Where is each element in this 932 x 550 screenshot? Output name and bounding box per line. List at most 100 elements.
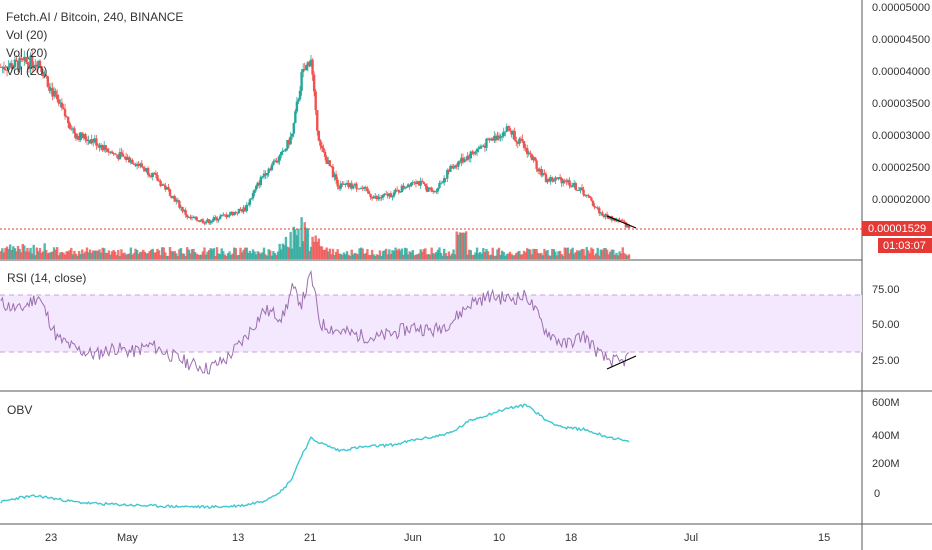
candle-body — [211, 220, 214, 223]
volume-bar — [159, 255, 162, 259]
candle-body — [516, 141, 519, 144]
candle-body — [510, 130, 513, 135]
volume-bar — [203, 247, 206, 259]
price-tick: 0.00003500 — [872, 98, 930, 110]
volume-bar — [577, 251, 581, 259]
volume-bar — [52, 247, 56, 259]
volume-bar — [281, 243, 284, 259]
candle-body — [81, 132, 84, 138]
volume-bar — [551, 248, 554, 259]
candle-body — [85, 139, 89, 141]
candle-body — [323, 151, 327, 157]
volume-bar — [132, 253, 136, 259]
candle-body — [447, 169, 451, 172]
price-trendline[interactable] — [606, 215, 637, 229]
rsi-title[interactable]: RSI (14, close) — [7, 271, 86, 285]
volume-bar — [226, 253, 230, 259]
obv-title[interactable]: OBV — [7, 403, 32, 417]
indicator-label-vol-3[interactable]: Vol (20) — [6, 64, 47, 78]
candle-body — [474, 151, 477, 154]
candle-body — [532, 157, 535, 160]
candle-body — [29, 55, 32, 69]
candle-body — [566, 180, 570, 183]
price-tick: 0.00002000 — [872, 194, 930, 206]
volume-bar — [200, 254, 203, 259]
volume-bar — [261, 252, 264, 259]
volume-bar — [228, 251, 231, 259]
volume-bar — [19, 252, 23, 259]
candle-body — [325, 156, 328, 164]
candle-body — [2, 66, 6, 70]
candle-body — [392, 192, 396, 197]
candle-body — [234, 211, 237, 213]
rsi-trendline[interactable] — [606, 355, 637, 370]
volume-bar — [90, 252, 93, 259]
candle-body — [236, 212, 239, 214]
candle-body — [62, 107, 65, 110]
indicator-label-vol-2[interactable]: Vol (20) — [6, 46, 47, 60]
volume-bar — [587, 250, 590, 259]
candle-body — [90, 139, 93, 144]
volume-bar — [432, 253, 435, 259]
time-label: 21 — [304, 532, 316, 544]
candle-body — [245, 204, 248, 212]
candle-body — [543, 173, 546, 175]
candle-body — [446, 169, 449, 179]
volume-bar — [250, 253, 253, 259]
candle-body — [389, 193, 393, 198]
price-axis[interactable]: 0.00005000 0.00004500 0.00004000 0.00003… — [872, 2, 930, 206]
candle-body — [214, 217, 217, 218]
candle-body — [218, 216, 222, 220]
volume-bar — [320, 246, 324, 259]
volume-bar — [184, 255, 187, 259]
volume-bar — [449, 255, 452, 259]
candle-body — [453, 165, 457, 168]
candle-body — [491, 138, 494, 141]
candle-body — [207, 219, 211, 224]
candle-body — [427, 187, 430, 192]
candle-body — [499, 136, 502, 139]
volume-bar — [612, 249, 615, 259]
volume-bar — [41, 251, 45, 259]
volume-bar — [7, 248, 10, 259]
candle-body — [248, 199, 252, 205]
candle-body — [378, 197, 382, 199]
candle-body — [99, 145, 103, 148]
candle-body — [233, 211, 236, 216]
candle-body — [413, 182, 416, 184]
volume-bar — [411, 250, 415, 259]
candle-body — [536, 168, 540, 172]
candle-body — [560, 178, 563, 184]
volume-bar — [77, 251, 81, 259]
candle-body — [472, 153, 476, 154]
volume-bar — [15, 251, 18, 259]
volume-bar — [223, 254, 227, 259]
volume-bar — [59, 252, 62, 259]
volume-bar — [101, 247, 104, 259]
volume-bar — [621, 247, 624, 259]
candle-body — [200, 219, 203, 222]
indicator-label-vol-1[interactable]: Vol (20) — [6, 28, 47, 42]
time-axis[interactable]: 23 May 13 21 Jun 10 18 Jul 15 — [45, 532, 830, 544]
candle-body — [140, 163, 143, 168]
volume-bar — [430, 247, 433, 259]
time-label: 10 — [493, 532, 505, 544]
volume-bar — [82, 253, 86, 259]
candle-body — [217, 219, 220, 221]
candle-body — [411, 182, 415, 184]
volume-bar — [496, 249, 499, 259]
obv-line — [0, 403, 630, 509]
candle-body — [403, 187, 407, 189]
candle-body — [579, 187, 582, 191]
candle-body — [530, 154, 534, 160]
candle-body — [350, 183, 353, 189]
volume-bar — [547, 255, 551, 259]
volume-bar — [334, 251, 338, 259]
candle-body — [421, 180, 424, 183]
candle-body — [294, 111, 297, 124]
volume-bar — [239, 247, 242, 259]
volume-bar — [375, 254, 378, 259]
candle-body — [280, 151, 283, 156]
candle-body — [624, 222, 628, 228]
volume-bar — [34, 255, 37, 259]
